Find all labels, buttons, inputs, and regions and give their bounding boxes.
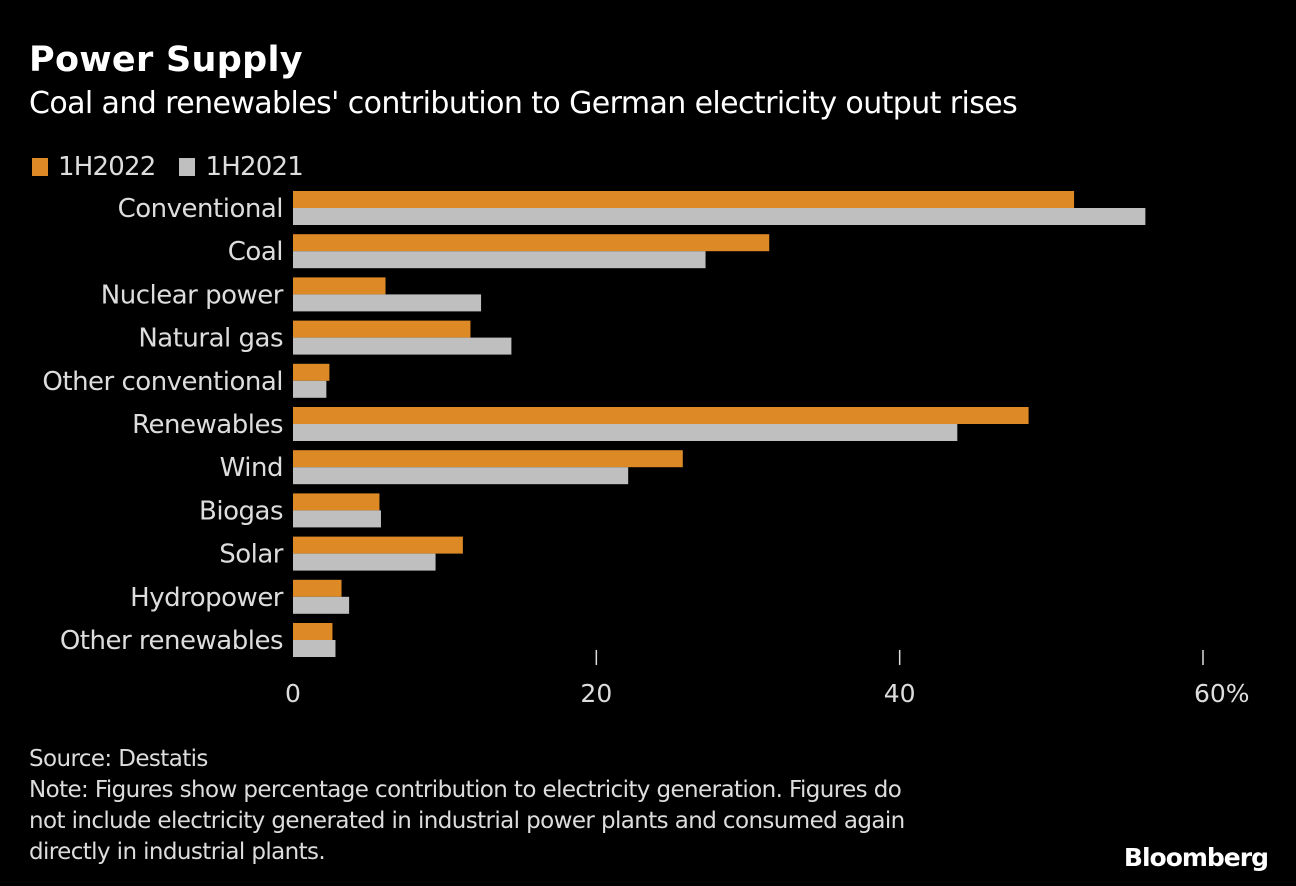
bar-natural-gas-1h2021 <box>293 337 512 355</box>
note-line-2: not include electricity generated in ind… <box>29 808 905 834</box>
legend-label-1h2022: 1H2022 <box>58 152 156 182</box>
x-tick-label-20: 20 <box>580 679 612 708</box>
legend-swatch-1h2021 <box>179 158 196 176</box>
bar-other-conventional-1h2022 <box>293 363 330 381</box>
category-label-wind: Wind <box>220 453 283 483</box>
x-tick-label-60: 60% <box>1194 679 1250 708</box>
category-label-solar: Solar <box>219 540 284 570</box>
bar-wind-1h2021 <box>293 467 629 485</box>
chart-title: Power Supply <box>29 40 303 80</box>
legend-label-1h2021: 1H2021 <box>205 152 303 182</box>
bar-solar-1h2021 <box>293 553 436 571</box>
category-label-natural-gas: Natural gas <box>138 324 283 354</box>
category-label-other-conventional: Other conventional <box>42 367 283 397</box>
bar-biogas-1h2022 <box>293 493 380 511</box>
bar-other-renewables-1h2021 <box>293 640 336 657</box>
bar-conventional-1h2022 <box>293 191 1075 208</box>
bar-conventional-1h2021 <box>293 208 1146 225</box>
category-label-renewables: Renewables <box>132 410 283 440</box>
x-tick-label-40: 40 <box>884 679 916 708</box>
source-text: Source: Destatis <box>29 746 208 772</box>
bar-solar-1h2022 <box>293 536 463 554</box>
footer: Source: Destatis Note: Figures show perc… <box>29 744 905 868</box>
legend: 1H2022 1H2021 <box>32 152 327 182</box>
bar-coal-1h2022 <box>293 234 770 252</box>
bar-other-conventional-1h2021 <box>293 380 327 398</box>
bar-other-renewables-1h2022 <box>293 623 333 640</box>
bars-group <box>293 191 1146 657</box>
chart-subtitle: Coal and renewables' contribution to Ger… <box>29 86 1018 121</box>
category-label-conventional: Conventional <box>118 194 283 224</box>
bloomberg-logo: Bloomberg <box>1123 843 1269 872</box>
note-line-3: directly in industrial plants. <box>29 839 326 865</box>
category-labels: Conventional Coal Nuclear power Natural gas… <box>42 194 284 656</box>
legend-swatch-1h2022 <box>32 158 48 176</box>
bar-natural-gas-1h2022 <box>293 320 471 338</box>
bar-nuclear-power-1h2021 <box>293 294 482 312</box>
bar-wind-1h2022 <box>293 450 683 468</box>
bar-renewables-1h2021 <box>293 424 958 441</box>
category-label-coal: Coal <box>228 237 283 267</box>
note-line-1: Note: Figures show percentage contributi… <box>29 777 902 803</box>
bar-nuclear-power-1h2022 <box>293 277 386 295</box>
bar-coal-1h2021 <box>293 251 706 269</box>
legend-item-1h2021: 1H2021 <box>179 152 304 182</box>
category-label-nuclear-power: Nuclear power <box>101 280 284 310</box>
category-label-other-renewables: Other renewables <box>60 626 283 656</box>
bar-hydropower-1h2021 <box>293 596 350 614</box>
bar-hydropower-1h2022 <box>293 579 342 597</box>
category-label-hydropower: Hydropower <box>130 583 284 613</box>
legend-item-1h2022: 1H2022 <box>32 152 156 182</box>
bar-renewables-1h2022 <box>293 407 1029 424</box>
category-label-biogas: Biogas <box>199 496 283 526</box>
x-tick-label-0: 0 <box>285 679 301 708</box>
x-axis: 0 20 40 60% <box>285 650 1250 708</box>
bar-biogas-1h2021 <box>293 510 381 528</box>
